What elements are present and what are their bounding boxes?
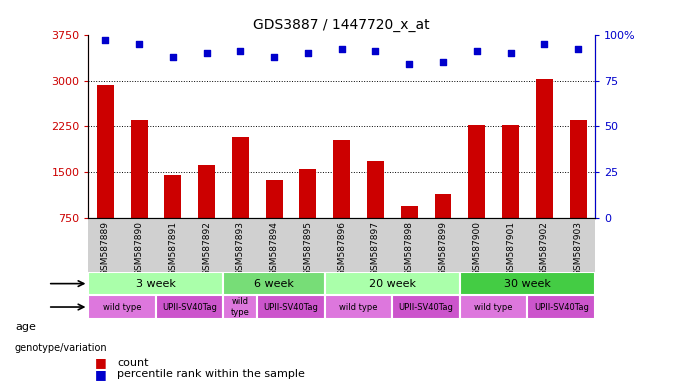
Bar: [570, 120, 587, 218]
Bar: [325, 272, 460, 295]
Text: GSM587890: GSM587890: [135, 221, 143, 276]
Text: 30 week: 30 week: [504, 279, 551, 289]
Text: GSM587895: GSM587895: [303, 221, 312, 276]
Bar: [97, 85, 114, 218]
Text: UPII-SV40Tag: UPII-SV40Tag: [163, 303, 217, 311]
Text: wild
type: wild type: [231, 297, 250, 317]
Bar: [502, 125, 519, 218]
Bar: [333, 140, 350, 218]
Bar: [460, 295, 528, 319]
Text: GSM587891: GSM587891: [169, 221, 177, 276]
Text: UPII-SV40Tag: UPII-SV40Tag: [534, 303, 589, 311]
Point: [404, 61, 415, 67]
Point: [100, 37, 111, 43]
Text: UPII-SV40Tag: UPII-SV40Tag: [264, 303, 318, 311]
Text: 20 week: 20 week: [369, 279, 416, 289]
Point: [438, 59, 449, 65]
Text: ■: ■: [95, 356, 107, 369]
Bar: [299, 169, 316, 218]
Text: GSM587897: GSM587897: [371, 221, 380, 276]
Text: 3 week: 3 week: [136, 279, 176, 289]
Text: GSM587903: GSM587903: [574, 221, 583, 276]
Bar: [266, 180, 283, 218]
Bar: [224, 295, 257, 319]
Text: genotype/variation: genotype/variation: [15, 343, 107, 353]
Bar: [88, 295, 156, 319]
Bar: [367, 161, 384, 218]
Text: GSM587893: GSM587893: [236, 221, 245, 276]
Bar: [165, 175, 182, 218]
Text: GSM587892: GSM587892: [202, 221, 211, 276]
Text: GSM587889: GSM587889: [101, 221, 109, 276]
Point: [303, 50, 313, 56]
Text: GSM587900: GSM587900: [473, 221, 481, 276]
Point: [235, 48, 246, 54]
Text: 6 week: 6 week: [254, 279, 294, 289]
Bar: [528, 295, 595, 319]
Text: percentile rank within the sample: percentile rank within the sample: [117, 369, 305, 379]
Text: wild type: wild type: [103, 303, 141, 311]
Text: wild type: wild type: [339, 303, 378, 311]
Text: ■: ■: [95, 368, 107, 381]
Text: GSM587898: GSM587898: [405, 221, 413, 276]
Point: [539, 41, 549, 47]
Bar: [460, 272, 595, 295]
Bar: [469, 125, 486, 218]
Text: GSM587901: GSM587901: [506, 221, 515, 276]
Point: [133, 41, 144, 47]
Point: [471, 48, 482, 54]
Bar: [536, 79, 553, 218]
Text: GSM587902: GSM587902: [540, 221, 549, 276]
Point: [269, 53, 279, 60]
Bar: [257, 295, 325, 319]
Bar: [435, 194, 452, 218]
Text: wild type: wild type: [475, 303, 513, 311]
Point: [573, 46, 583, 52]
Text: GSM587899: GSM587899: [439, 221, 447, 276]
Text: age: age: [15, 322, 36, 332]
Text: UPII-SV40Tag: UPII-SV40Tag: [398, 303, 454, 311]
Point: [167, 53, 178, 60]
Bar: [131, 120, 148, 218]
Point: [336, 46, 347, 52]
Bar: [88, 272, 224, 295]
Text: GSM587896: GSM587896: [337, 221, 346, 276]
Bar: [198, 165, 215, 218]
Text: GSM587894: GSM587894: [270, 221, 279, 276]
Bar: [224, 272, 325, 295]
Point: [201, 50, 212, 56]
Bar: [392, 295, 460, 319]
Point: [505, 50, 516, 56]
Bar: [156, 295, 224, 319]
Point: [370, 48, 381, 54]
Bar: [325, 295, 392, 319]
Bar: [401, 205, 418, 218]
Bar: [232, 137, 249, 218]
Title: GDS3887 / 1447720_x_at: GDS3887 / 1447720_x_at: [254, 18, 430, 32]
Text: count: count: [117, 358, 148, 368]
